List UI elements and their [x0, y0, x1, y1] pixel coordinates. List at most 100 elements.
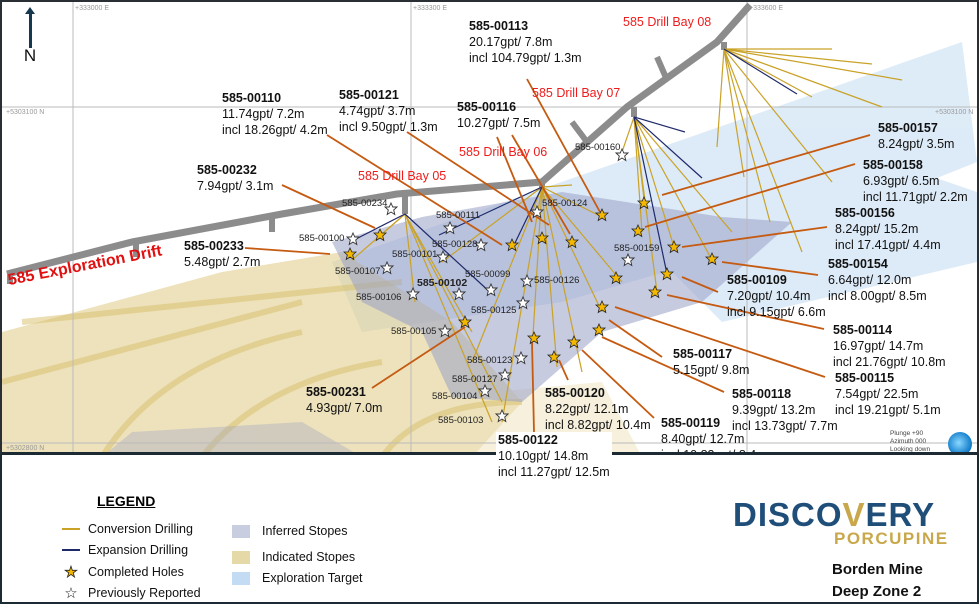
completed-hole-star[interactable]: [666, 240, 682, 254]
completed-hole-star[interactable]: [594, 300, 610, 314]
previous-hole-star[interactable]: [473, 237, 489, 252]
callout-585-00113: 585-00113 20.17gpt/ 7.8m incl 104.79gpt/ 1…: [469, 19, 582, 65]
outline-star-icon: ☆: [64, 585, 78, 602]
completed-hole-star[interactable]: [594, 208, 610, 222]
completed-hole-star[interactable]: [566, 335, 582, 349]
north-arrow: N: [20, 6, 40, 64]
hole-label: 585-00125: [471, 305, 517, 316]
callout-585-00114: 585-00114 16.97gpt/ 14.7m incl 21.76gpt/ 1…: [833, 323, 946, 369]
callout-585-00122: 585-00122 10.10gpt/ 14.8m incl 11.27gpt/ 1…: [496, 432, 612, 480]
previous-hole-star[interactable]: [383, 201, 399, 216]
hole-label: 585-00126: [534, 275, 580, 286]
previous-hole-star[interactable]: [442, 220, 458, 235]
hole-label: 585-00105: [391, 326, 437, 337]
callout-585-00232: 585-00232 7.94gpt/ 3.1m: [197, 163, 274, 193]
gold-star-icon: ★: [64, 564, 78, 582]
previous-hole-star[interactable]: [497, 367, 513, 382]
previous-hole-star[interactable]: [477, 383, 493, 398]
completed-hole-star[interactable]: [457, 315, 473, 329]
grid-label-n1-right: +5303100 N: [935, 109, 974, 116]
completed-hole-star[interactable]: [526, 331, 542, 345]
hole-label: 585-00101: [392, 249, 438, 260]
completed-hole-star[interactable]: [591, 323, 607, 337]
drill-bay-06-label: 585 Drill Bay 06: [459, 145, 548, 159]
legend-indicated-stopes: Indicated Stopes: [232, 550, 355, 564]
completed-hole-star[interactable]: [630, 224, 646, 238]
previous-hole-star[interactable]: [515, 295, 531, 310]
completed-holes: [342, 196, 720, 364]
legend-expansion-drilling: Expansion Drilling: [62, 543, 188, 557]
completed-hole-star[interactable]: [636, 196, 652, 210]
completed-hole-star[interactable]: [647, 285, 663, 299]
previous-hole-star[interactable]: [435, 249, 451, 264]
previous-hole-star[interactable]: [620, 252, 636, 267]
previous-hole-star[interactable]: [494, 408, 510, 423]
indicated-stope-drifts: [2, 279, 523, 452]
completed-hole-star[interactable]: [372, 228, 388, 242]
hole-label: 585-00111: [436, 210, 481, 221]
exploration-swatch: [232, 571, 250, 585]
completed-hole-star[interactable]: [608, 271, 624, 285]
grid-label-e3: +333600 E: [749, 5, 784, 12]
previously-reported-holes: [345, 147, 636, 423]
completed-hole-star[interactable]: [564, 235, 580, 249]
previous-hole-star[interactable]: [483, 282, 499, 297]
callout-585-00118: 585-00118 9.39gpt/ 13.2m incl 13.73gpt/ 7.…: [732, 387, 838, 433]
map-graphics: [2, 2, 977, 452]
previous-hole-star[interactable]: [451, 286, 467, 301]
callout-arrows: [244, 78, 871, 433]
map-title: Borden Mine Deep Zone 2: [832, 561, 923, 600]
indicated-swatch: [232, 550, 250, 564]
grid-label-n1: +5303100 N: [6, 109, 45, 116]
hole-label: 585-00160: [575, 142, 621, 153]
legend-completed-holes: ★ Completed Holes: [62, 563, 184, 582]
completed-hole-star[interactable]: [659, 267, 675, 281]
grid-label-e2: +333300 E: [413, 5, 448, 12]
hole-label: 585-00103: [438, 415, 484, 426]
hole-label: 585-00234: [342, 198, 388, 209]
callout-585-00119: 585-00119 8.40gpt/ 12.7m incl 10.83gpt/ 8.…: [661, 416, 767, 455]
callout-585-00157: 585-00157 8.24gpt/ 3.5m: [878, 121, 955, 151]
previous-hole-star[interactable]: [345, 231, 361, 246]
hole-label: 585-00102: [417, 277, 468, 289]
hole-label: 585-00127: [452, 374, 498, 385]
completed-hole-star[interactable]: [504, 238, 520, 252]
completed-hole-star[interactable]: [546, 350, 562, 364]
previous-hole-star[interactable]: [519, 273, 535, 288]
hole-label: 585-00159: [614, 243, 660, 254]
hole-label: 585-00104: [432, 391, 478, 402]
legend-panel: LEGEND Conversion Drilling Expansion Dri…: [0, 455, 979, 604]
previous-hole-star[interactable]: [513, 350, 529, 365]
completed-hole-star[interactable]: [704, 252, 720, 266]
completed-hole-star[interactable]: [342, 247, 358, 261]
hole-label: 585-00128: [432, 239, 478, 250]
previous-hole-star[interactable]: [379, 260, 395, 275]
completed-hole-star[interactable]: [534, 231, 550, 245]
legend-inferred-stopes: Inferred Stopes: [232, 524, 347, 538]
hole-label: 585-00099: [465, 269, 511, 280]
drill-bay-08-label: 585 Drill Bay 08: [623, 15, 712, 29]
callout-585-00231: 585-00231 4.93gpt/ 7.0m: [306, 385, 383, 415]
drill-plan-map: N +333000 E +333300 E +333600 E +5303100…: [0, 0, 979, 455]
previous-hole-star[interactable]: [437, 323, 453, 338]
expansion-line-icon: [62, 549, 80, 551]
grid-label-n2: +5302800 N: [6, 445, 45, 452]
legend-exploration-target: Exploration Target: [232, 571, 363, 585]
orientation-globe-icon: [948, 432, 972, 452]
callout-585-00156: 585-00156 8.24gpt/ 15.2m incl 17.41gpt/ 4.…: [835, 206, 941, 252]
callout-585-00109: 585-00109 7.20gpt/ 10.4m incl 9.15gpt/ 6.6…: [727, 273, 826, 319]
callout-585-00120: 585-00120 8.22gpt/ 12.1m incl 8.82gpt/ 10.…: [545, 386, 651, 432]
expansion-drill-holes: [353, 48, 798, 295]
hole-label: 585-00106: [356, 292, 402, 303]
inferred-swatch: [232, 524, 250, 538]
view-orientation: Plunge +90 Azimuth 000 Looking down: [890, 430, 931, 453]
north-label: N: [23, 46, 37, 65]
callout-585-00110: 585-00110 11.74gpt/ 7.2m incl 18.26gpt/ 4.…: [222, 91, 328, 137]
porcupine-logo-text: PORCUPINE: [834, 529, 949, 548]
previous-hole-star[interactable]: [529, 204, 545, 219]
previous-hole-star[interactable]: [405, 286, 421, 301]
drill-bay-07-label: 585 Drill Bay 07: [532, 86, 621, 100]
callout-585-00116: 585-00116 10.27gpt/ 7.5m: [457, 100, 541, 130]
legend-previously-reported: ☆ Previously Reported: [62, 584, 200, 602]
previous-hole-star[interactable]: [614, 147, 630, 162]
